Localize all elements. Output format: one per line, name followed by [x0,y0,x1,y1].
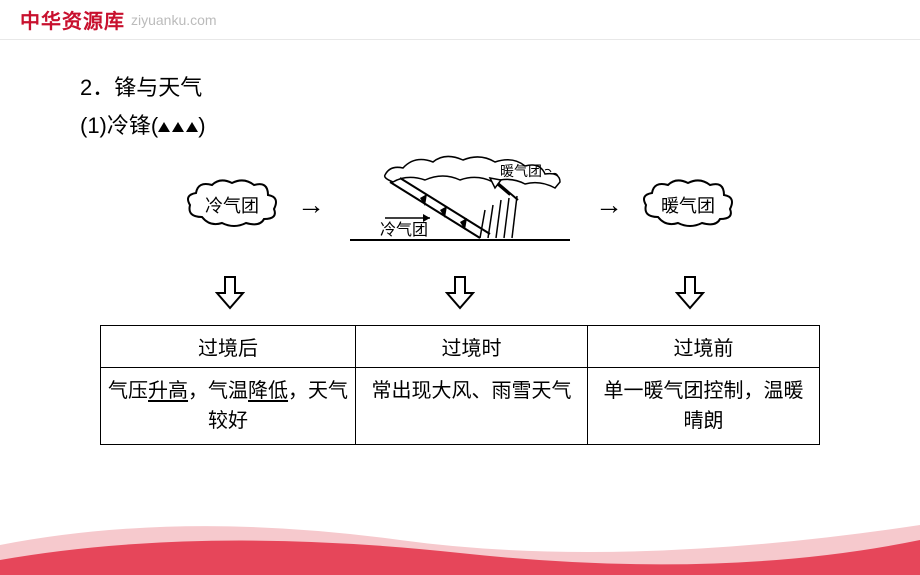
table-col: 过境前单一暖气团控制，温暖晴朗 [588,326,819,444]
table-header: 过境后 [101,326,355,368]
diagram-cold-label: 冷气团 [380,221,428,239]
warm-air-label: 暖气团 [661,192,715,218]
down-arrows-row [80,275,840,310]
section-number: 2． [80,75,114,100]
table-header: 过境时 [356,326,587,368]
section-title-text: 锋与天气 [114,75,202,100]
cell-text: ，气温 [188,380,248,402]
arrow-right-icon: → [595,189,623,221]
content-area: 2．锋与天气 (1)冷锋() 冷气团 → [0,40,920,445]
cold-front-symbol [158,122,198,132]
down-arrow-icon [445,275,475,310]
data-table: 过境后气压升高，气温降低，天气较好过境时常出现大风、雨雪天气过境前单一暖气团控制… [100,325,820,445]
subsection-title: (1)冷锋() [80,108,840,140]
logo-text: 中华资源库 [20,5,125,34]
triangle-icon [158,122,170,132]
diagram-row: 冷气团 → [80,150,840,260]
cold-air-label: 冷气团 [205,192,259,218]
table-cell: 常出现大风、雨雪天气 [356,368,587,414]
section-title: 2．锋与天气 [80,70,840,102]
table-cell: 气压升高，气温降低，天气较好 [101,368,355,444]
cold-air-cloud: 冷气团 [187,180,277,230]
cell-text: 降低 [248,380,288,402]
front-diagram-svg: 冷气团 暖气团 [345,150,575,260]
triangle-icon [172,122,184,132]
table-col: 过境时常出现大风、雨雪天气 [356,326,588,444]
warm-air-cloud: 暖气团 [643,180,733,230]
subsection-title-text: 冷锋 [107,113,151,138]
triangle-icon [186,122,198,132]
front-diagram: 冷气团 暖气团 [345,150,575,260]
table-header: 过境前 [588,326,819,368]
arrow-right-icon: → [297,189,325,221]
down-arrow-icon [675,275,705,310]
down-arrow-icon [215,275,245,310]
logo-url: ziyuanku.com [131,12,217,28]
cell-text: 气压 [108,380,148,402]
table-cell: 单一暖气团控制，温暖晴朗 [588,368,819,444]
cell-text: 单一暖气团控制，温暖晴朗 [604,380,804,432]
subsection-number: (1) [80,113,107,138]
cell-text: 常出现大风、雨雪天气 [372,380,572,402]
diagram-warm-label: 暖气团 [500,163,542,179]
header: 中华资源库 ziyuanku.com [0,0,920,40]
table-col: 过境后气压升高，气温降低，天气较好 [101,326,356,444]
cell-text: 升高 [148,380,188,402]
footer-wave [0,505,920,575]
